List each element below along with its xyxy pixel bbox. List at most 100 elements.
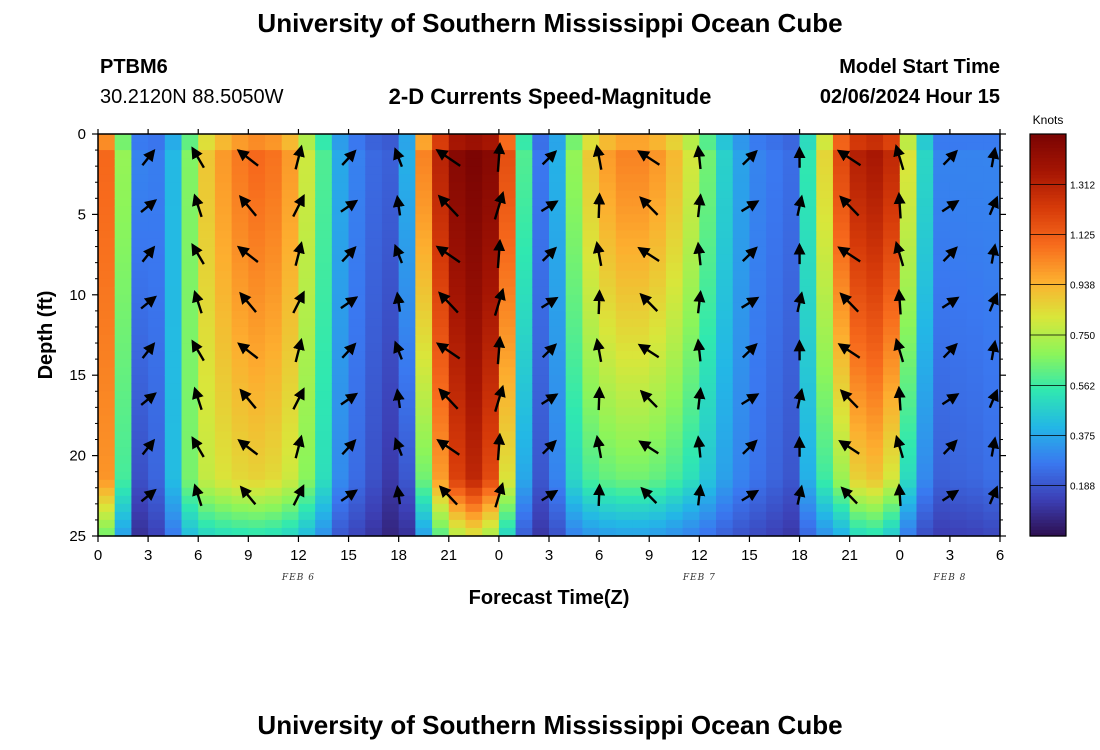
heatmap-cell (164, 270, 183, 280)
heatmap-cell (899, 455, 918, 465)
heatmap-cell (699, 310, 717, 320)
current-vector-arrow (742, 439, 758, 455)
heatmap-cell (415, 318, 433, 328)
heatmap-cell (966, 511, 984, 521)
heatmap-cell (348, 310, 366, 320)
heatmap-cell (933, 359, 951, 368)
heatmap-cell (198, 238, 216, 248)
heatmap-cell (198, 495, 216, 505)
heatmap-cell (248, 214, 266, 224)
heatmap-cell (398, 318, 416, 328)
heatmap-cell (615, 367, 634, 376)
heatmap-cell (465, 326, 483, 336)
colorbar-segment (1030, 311, 1066, 316)
heatmap-cell (532, 351, 550, 360)
heatmap-cell (749, 367, 767, 376)
heatmap-cell (949, 246, 968, 256)
colorbar-segment (1030, 170, 1066, 175)
heatmap-cell (248, 487, 266, 497)
heatmap-cell (749, 359, 767, 368)
heatmap-cell (582, 423, 600, 433)
heatmap-cell (799, 190, 817, 199)
heatmap-cell (448, 206, 467, 215)
heatmap-cell (599, 294, 617, 304)
heatmap-cell (482, 294, 500, 304)
heatmap-cell (549, 447, 567, 457)
heatmap-cell (532, 286, 550, 296)
heatmap-cell (966, 391, 984, 400)
heatmap-cell (766, 166, 784, 175)
heatmap-cell (766, 463, 784, 473)
heatmap-cell (816, 278, 834, 288)
heatmap-cell (883, 511, 901, 521)
heatmap-cell (265, 439, 283, 449)
heatmap-cell (98, 182, 116, 191)
heatmap-cell (248, 503, 266, 513)
heatmap-cell (615, 182, 634, 191)
heatmap-cell (148, 134, 166, 143)
heatmap-cell (114, 487, 132, 497)
current-vector-arrow (436, 439, 460, 456)
heatmap-cell (432, 182, 450, 191)
heatmap-cell (782, 182, 801, 191)
heatmap-cell (365, 503, 383, 513)
heatmap-cell (315, 278, 333, 288)
heatmap-cell (983, 471, 1001, 481)
heatmap-cell (114, 527, 132, 537)
heatmap-cell (98, 158, 116, 167)
heatmap-cell (665, 391, 684, 400)
heatmap-cell (381, 294, 400, 304)
current-vector-arrow (192, 483, 204, 507)
heatmap-cell (799, 134, 817, 143)
current-vector-arrow (838, 439, 860, 455)
colorbar-segment (1030, 512, 1066, 517)
heatmap-cell (148, 431, 166, 441)
heatmap-cell (415, 519, 433, 529)
heatmap-cell (799, 399, 817, 408)
heatmap-cell (933, 503, 951, 513)
heatmap-cell (699, 471, 717, 481)
current-vector-arrow (942, 246, 958, 263)
heatmap-cell (665, 318, 684, 328)
heatmap-cell (331, 455, 350, 465)
heatmap-cell (732, 479, 751, 489)
heatmap-cell (799, 262, 817, 272)
heatmap-cell (649, 423, 667, 433)
heatmap-cell (214, 182, 233, 191)
heatmap-cell (866, 310, 884, 320)
heatmap-cell (565, 383, 583, 392)
heatmap-cell (565, 254, 583, 264)
heatmap-cell (515, 286, 533, 296)
heatmap-cell (682, 519, 700, 529)
heatmap-cell (181, 166, 199, 175)
heatmap-cell (432, 302, 450, 312)
heatmap-cell (682, 335, 700, 344)
heatmap-cell (98, 166, 116, 175)
heatmap-cell (782, 230, 801, 240)
heatmap-cell (665, 407, 684, 416)
heatmap-cell (398, 254, 416, 264)
heatmap-cell (799, 479, 817, 489)
heatmap-cell (432, 415, 450, 425)
heatmap-cell (699, 439, 717, 449)
heatmap-cell (832, 214, 851, 224)
heatmap-cell (899, 527, 918, 537)
current-vector-arrow (341, 342, 357, 359)
colorbar-segment (1030, 268, 1066, 272)
heatmap-cell (248, 182, 266, 191)
heatmap-cell (331, 262, 350, 272)
heatmap-cell (214, 495, 233, 505)
heatmap-cell (315, 447, 333, 457)
heatmap-cell (716, 150, 734, 159)
heatmap-cell (916, 527, 934, 537)
heatmap-cell (448, 423, 467, 433)
heatmap-cell (599, 367, 617, 376)
heatmap-cell (398, 447, 416, 457)
heatmap-cell (549, 511, 567, 521)
heatmap-cell (181, 343, 199, 352)
heatmap-cell (515, 150, 533, 159)
x-tick-label: 6 (595, 547, 603, 564)
heatmap-cell (716, 351, 734, 360)
heatmap-cell (415, 278, 433, 288)
heatmap-cell (214, 206, 233, 215)
